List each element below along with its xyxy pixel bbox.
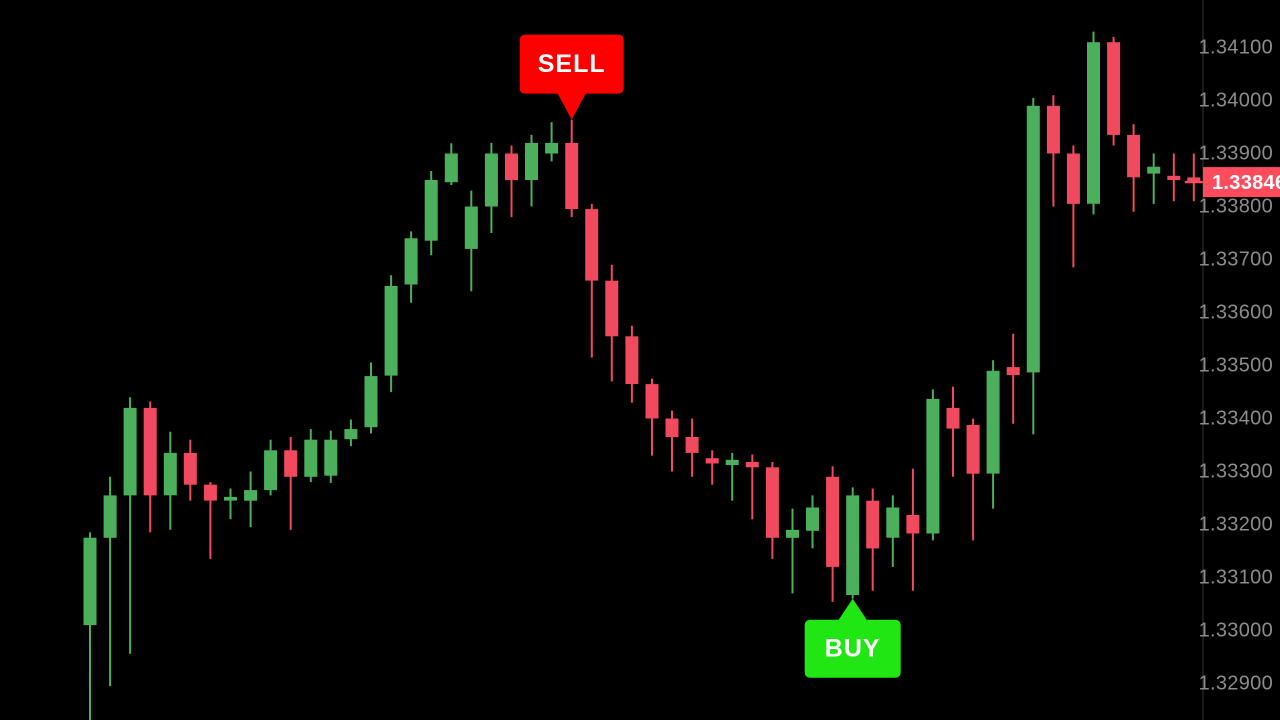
svg-text:1.33100: 1.33100 bbox=[1199, 567, 1273, 589]
svg-text:1.33700: 1.33700 bbox=[1199, 249, 1273, 271]
svg-text:1.34100: 1.34100 bbox=[1199, 37, 1273, 59]
svg-text:1.33800: 1.33800 bbox=[1199, 196, 1273, 218]
svg-text:1.33200: 1.33200 bbox=[1199, 514, 1273, 536]
svg-text:1.33400: 1.33400 bbox=[1199, 408, 1273, 430]
svg-text:SELL: SELL bbox=[538, 50, 606, 78]
svg-text:1.33000: 1.33000 bbox=[1199, 620, 1273, 642]
svg-text:1.34000: 1.34000 bbox=[1199, 90, 1273, 112]
svg-text:1.33600: 1.33600 bbox=[1199, 302, 1273, 324]
svg-text:1.33500: 1.33500 bbox=[1199, 355, 1273, 377]
svg-text:1.33846: 1.33846 bbox=[1212, 172, 1280, 194]
svg-text:1.32900: 1.32900 bbox=[1199, 673, 1273, 695]
svg-text:1.33900: 1.33900 bbox=[1199, 143, 1273, 165]
svg-text:BUY: BUY bbox=[825, 635, 881, 663]
svg-text:1.33300: 1.33300 bbox=[1199, 461, 1273, 483]
